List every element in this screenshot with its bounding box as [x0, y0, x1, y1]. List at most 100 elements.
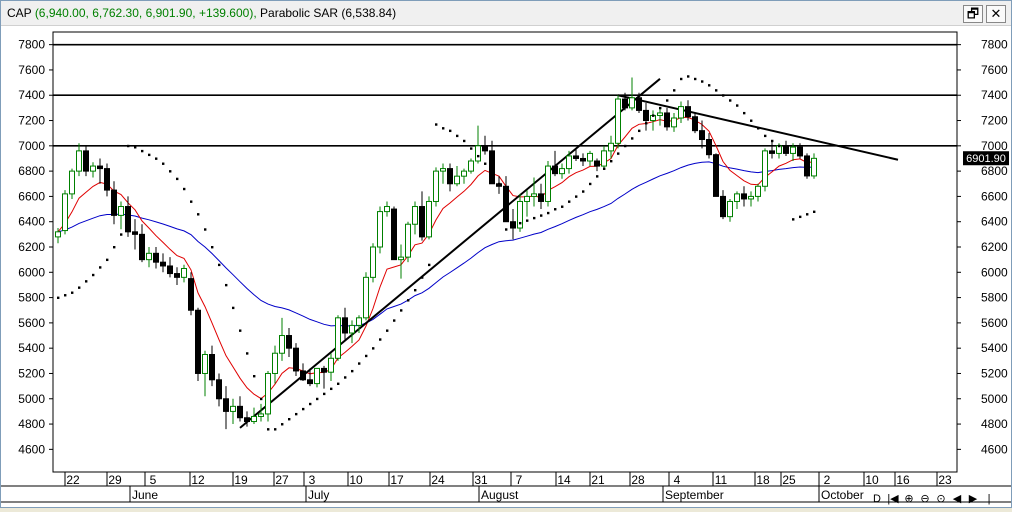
candle-body [762, 150, 768, 187]
candle-body [734, 193, 740, 202]
candle-body [790, 146, 796, 154]
sar-dot [260, 397, 263, 401]
x-tick-label: 10 [865, 473, 879, 487]
candle-body [391, 208, 397, 261]
y-tick-label-right: 5400 [981, 341, 1008, 355]
sar-dot [715, 89, 718, 92]
sar-dot [141, 149, 144, 153]
sar-dot [701, 80, 704, 83]
sar-dot [526, 219, 529, 222]
candle-body [769, 150, 775, 154]
candle-body [223, 398, 229, 412]
end-icon[interactable]: | [987, 493, 991, 505]
sar-dot [638, 129, 641, 133]
x-tick-label: 10 [349, 473, 363, 487]
candle-body [398, 256, 404, 261]
sar-dot [729, 99, 732, 102]
candle-body [678, 106, 684, 119]
d-icon[interactable]: D [873, 493, 881, 505]
y-tick-label-left: 6600 [18, 189, 45, 203]
candle-body [748, 195, 754, 200]
scroll-left-icon[interactable]: ◀ [952, 493, 962, 505]
candle-body [727, 200, 733, 218]
sar-dot [204, 228, 207, 231]
sar-dot [337, 382, 340, 385]
x-tick-label: 25 [782, 473, 796, 487]
price-chart[interactable]: 4600 4600 4800 4800 5000 5000 5200 5200 5400 5400… [1, 26, 1011, 507]
candle-body [454, 175, 460, 185]
candle-body [552, 165, 558, 175]
candle-body [699, 130, 705, 140]
sar-dot [442, 127, 445, 130]
sar-dot [183, 187, 186, 191]
candle-body [90, 165, 96, 172]
candle-body [517, 200, 523, 229]
candle-body [300, 370, 306, 381]
sar-dot [519, 221, 522, 225]
zoom-in-icon[interactable]: ⊕ [904, 493, 914, 505]
candle-body [538, 193, 544, 202]
candle-body [286, 335, 292, 349]
y-tick-label-left: 7600 [18, 63, 45, 77]
x-tick-label: 17 [390, 473, 404, 487]
sar-dot [372, 347, 375, 350]
y-tick-label-left: 5600 [18, 316, 45, 330]
sar-dot [316, 397, 319, 401]
candle-body [62, 193, 68, 232]
sar-dot [806, 213, 809, 216]
candle-body [713, 154, 719, 197]
x-tick-label: 4 [674, 473, 681, 487]
restore-icon[interactable]: 🗗 [963, 5, 983, 23]
sar-dot [764, 134, 767, 138]
sar-dot [449, 129, 452, 133]
sar-dot [120, 233, 123, 236]
sar-dot [470, 147, 473, 150]
candle-body [545, 165, 551, 202]
candle-body [321, 367, 327, 373]
x-tick-label: 29 [108, 473, 122, 487]
candle-body [335, 317, 341, 359]
sar-dot [463, 139, 466, 143]
first-icon[interactable]: |◀ [887, 493, 899, 505]
sar-dot [169, 170, 172, 173]
sar-dot [540, 214, 543, 217]
candle-body [384, 206, 390, 213]
sar-dot [330, 387, 333, 391]
close-icon[interactable]: ✕ [986, 5, 1006, 23]
scroll-right-icon[interactable]: ▶ [968, 493, 978, 505]
sar-dot [736, 104, 739, 107]
candle-body [188, 278, 194, 311]
candle-body [230, 405, 236, 412]
y-tick-label-left: 4600 [18, 442, 45, 456]
chart-navigation: D |◀ ⊕ ⊖ ⊙ ◀ ▶ | [869, 492, 997, 505]
candle-body [524, 195, 530, 202]
sar-dot [190, 200, 193, 203]
sar-dot [407, 299, 410, 302]
symbol-label: CAP [7, 6, 32, 20]
sar-dot [484, 162, 487, 165]
candle-body [174, 273, 180, 278]
candle-body [419, 206, 425, 238]
sar-dot [771, 139, 774, 143]
candle-body [811, 157, 817, 177]
candle-body [307, 379, 313, 385]
x-tick-label: 16 [896, 473, 910, 487]
y-tick-label-right: 6000 [981, 265, 1008, 279]
candle-body [692, 116, 698, 132]
sar-dot [176, 177, 179, 181]
reset-icon[interactable]: ⊙ [936, 493, 946, 505]
y-tick-label-right: 7800 [981, 38, 1008, 52]
candle-body [755, 185, 761, 197]
y-tick-label-left: 5000 [18, 392, 45, 406]
x-tick-label: 24 [431, 473, 445, 487]
candle-body [503, 185, 509, 223]
sar-dot [575, 195, 578, 198]
sar-dot [652, 114, 655, 117]
zoom-out-icon[interactable]: ⊖ [920, 493, 930, 505]
sar-dot [393, 319, 396, 322]
candle-body [475, 145, 481, 162]
sar-dot [274, 428, 277, 431]
sar-dot [456, 134, 459, 138]
sar-dot [302, 407, 305, 411]
